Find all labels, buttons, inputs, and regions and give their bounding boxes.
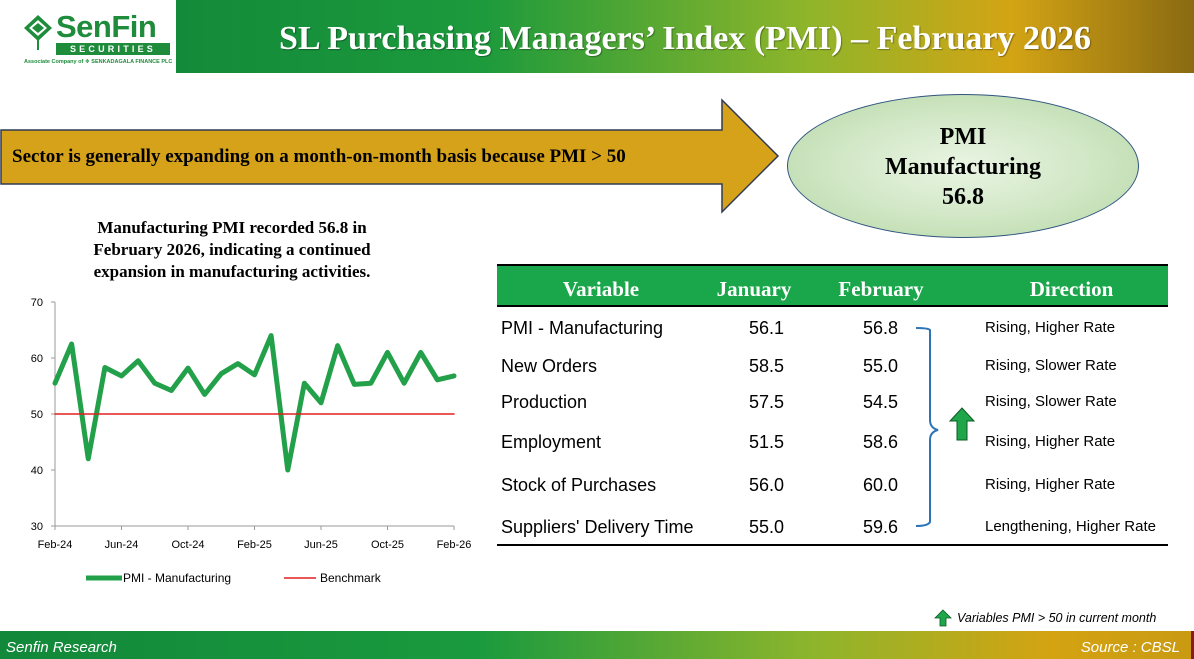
y-tick-label: 30 [31, 521, 43, 533]
table-cell-january: 56.0 [749, 475, 785, 495]
pmi-highlight-text: PMI Manufacturing 56.8 [787, 122, 1139, 212]
pmi-line-chart: 30 40 50 60 70 Feb-24 Jun-24 Oct-24 Feb-25 Jun-25… [31, 297, 472, 585]
green-up-arrow-icon [948, 407, 976, 441]
chart-caption: Manufacturing PMI recorded 56.8 in Febru… [62, 217, 402, 283]
x-tick-label: Feb-24 [38, 539, 73, 551]
y-tick-label: 40 [31, 465, 43, 477]
x-tick-label: Oct-25 [371, 539, 404, 551]
table-cell-january: 58.5 [749, 356, 785, 376]
table-header-row: Variable January February Direction [497, 264, 1168, 307]
logo-brand: SenFin [56, 9, 157, 44]
legend-label-benchmark: Benchmark [320, 571, 382, 585]
chart-caption-line2: February 2026, indicating a continued [93, 240, 371, 259]
pmi-highlight-value: 56.8 [942, 184, 984, 210]
page-title: SL Purchasing Managers’ Index (PMI) – Fe… [279, 20, 1091, 57]
y-tick-label: 60 [31, 353, 43, 365]
table-cell-direction: Lengthening, Higher Rate [985, 518, 1156, 535]
footer-research: Senfin Research [6, 639, 117, 656]
x-tick-label: Jun-25 [304, 539, 338, 551]
legend-label-pmi: PMI - Manufacturing [123, 571, 231, 585]
table-cell-direction: Rising, Higher Rate [985, 476, 1116, 493]
table-cell-variable: PMI - Manufacturing [501, 318, 664, 338]
logo-sub: SECURITIES [56, 43, 170, 55]
green-up-arrow-icon [934, 609, 952, 627]
table-cell-direction: Rising, Higher Rate [985, 433, 1116, 450]
pmi-highlight-line1: PMI [939, 124, 987, 150]
table-header-february: February [838, 277, 924, 301]
y-tick-label: 50 [31, 409, 43, 421]
x-tick-label: Jun-24 [105, 539, 139, 551]
table-cell-variable: Stock of Purchases [501, 475, 657, 495]
banner-arrow [0, 98, 780, 214]
table-cell-variable: Suppliers' Delivery Time [501, 517, 694, 537]
table-cell-variable: Employment [501, 432, 602, 452]
table-header-direction: Direction [1029, 277, 1114, 301]
table-cell-february: 60.0 [863, 475, 899, 495]
table-cell-january: 57.5 [749, 392, 785, 412]
table-cell-january: 51.5 [749, 432, 785, 452]
banner-text: Sector is generally expanding on a month… [12, 146, 626, 167]
footer-edge [1191, 631, 1194, 659]
table-header-variable: Variable [562, 277, 640, 301]
x-tick-label: Feb-26 [437, 539, 472, 551]
x-tick-label: Oct-24 [171, 539, 204, 551]
x-tick-label: Feb-25 [237, 539, 272, 551]
note-text: Variables PMI > 50 in current month [957, 611, 1157, 625]
table-header-january: January [716, 277, 792, 301]
group-bracket [915, 327, 976, 527]
series-line-pmi-manufacturing [52, 333, 457, 473]
table-cell-february: 54.5 [863, 392, 899, 412]
chart-caption-line3: expansion in manufacturing activities. [93, 262, 371, 281]
table-cell-direction: Rising, Higher Rate [985, 319, 1116, 336]
logo: SenFin SECURITIES Associate Company of ❖… [0, 0, 176, 73]
table-cell-variable: Production [501, 392, 588, 412]
y-tick-label: 70 [31, 297, 43, 309]
table-cell-january: 55.0 [749, 517, 785, 537]
chart-caption-line1: Manufacturing PMI recorded 56.8 in [97, 218, 367, 237]
table-cell-variable: New Orders [501, 356, 598, 376]
footer-source: Source : CBSL [1080, 639, 1180, 656]
footer: Senfin Research Source : CBSL [0, 631, 1194, 659]
table-cell-february: 59.6 [863, 517, 899, 537]
table-cell-february: 58.6 [863, 432, 899, 452]
logo-assoc: Associate Company of ❖ SENKADAGALA FINAN… [24, 59, 173, 65]
table-cell-february: 55.0 [863, 356, 899, 376]
header: SenFin SECURITIES Associate Company of ❖… [0, 0, 1194, 73]
table-cell-february: 56.8 [863, 318, 899, 338]
pmi-highlight-ellipse [787, 94, 1139, 238]
table-cell-direction: Rising, Slower Rate [985, 357, 1117, 374]
title-bar: SL Purchasing Managers’ Index (PMI) – Fe… [176, 0, 1194, 73]
table-cell-direction: Rising, Slower Rate [985, 393, 1117, 410]
senfin-leaf-icon [24, 15, 52, 50]
pmi-highlight-line2: Manufacturing [885, 154, 1041, 180]
table-cell-january: 56.1 [749, 318, 785, 338]
table-bottom-rule [497, 544, 1168, 546]
